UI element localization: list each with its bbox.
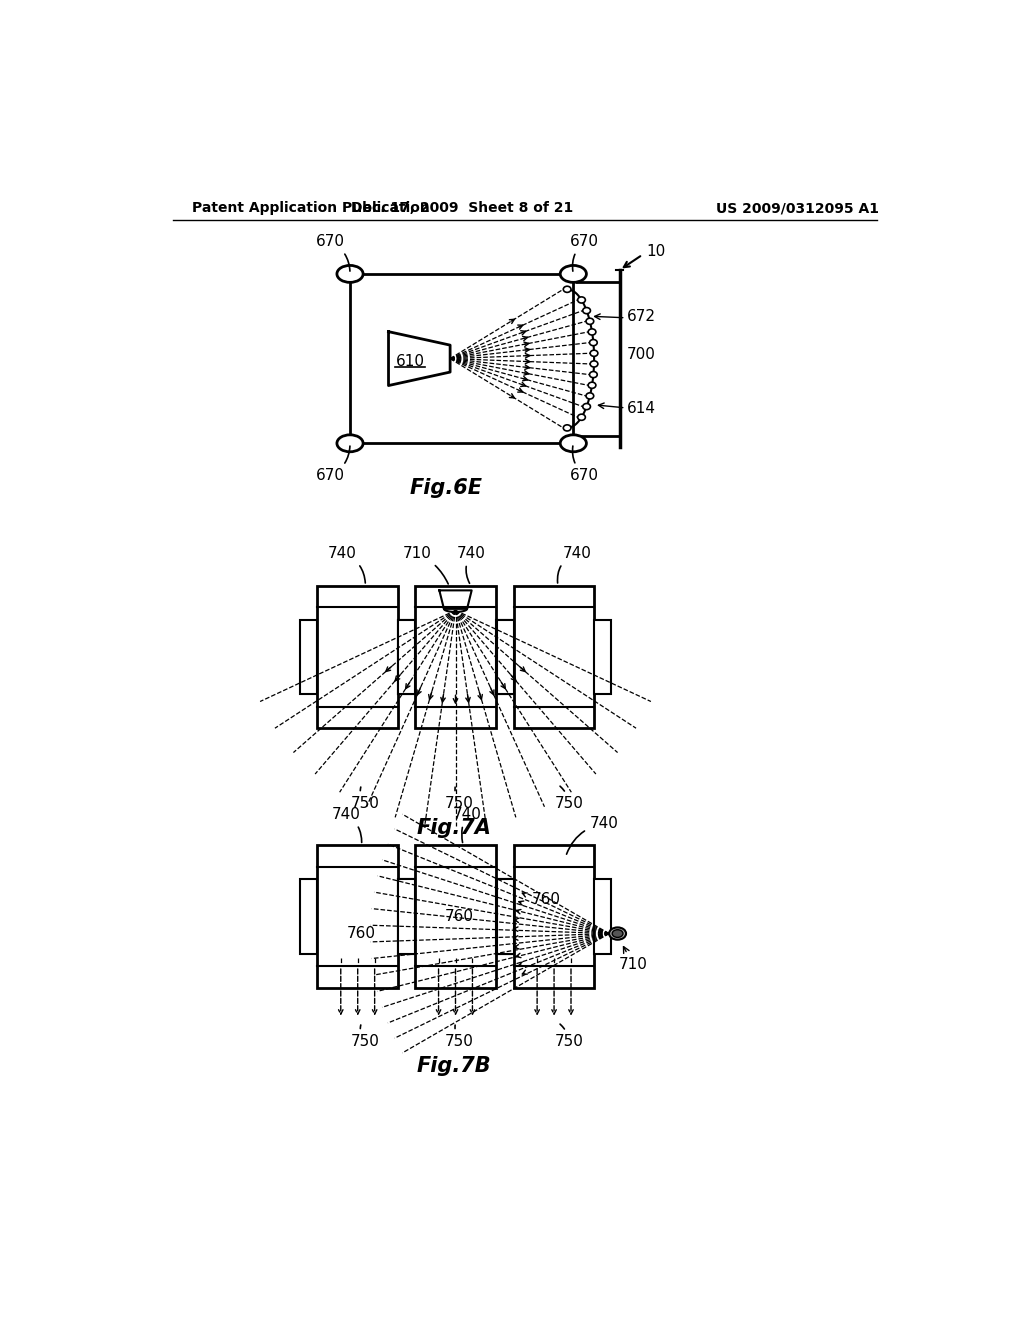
Ellipse shape — [588, 329, 596, 335]
Bar — [398, 620, 415, 694]
Text: 750: 750 — [555, 1024, 584, 1049]
Bar — [595, 620, 611, 694]
Text: 670: 670 — [316, 234, 350, 271]
Ellipse shape — [578, 297, 586, 304]
Text: 740: 740 — [328, 546, 366, 583]
Bar — [398, 620, 415, 694]
Ellipse shape — [588, 383, 596, 388]
Ellipse shape — [578, 414, 586, 420]
Bar — [317, 845, 398, 987]
Text: US 2009/0312095 A1: US 2009/0312095 A1 — [716, 202, 879, 215]
Text: 750: 750 — [444, 787, 474, 812]
Text: 614: 614 — [628, 401, 656, 416]
Bar — [398, 879, 415, 953]
Ellipse shape — [586, 393, 594, 399]
Text: Fig.7A: Fig.7A — [417, 818, 492, 838]
Text: 750: 750 — [555, 787, 584, 812]
Text: Fig.6E: Fig.6E — [410, 478, 482, 498]
Ellipse shape — [586, 318, 594, 325]
Ellipse shape — [563, 286, 571, 293]
Ellipse shape — [337, 434, 364, 451]
Ellipse shape — [560, 265, 587, 282]
Bar — [300, 620, 317, 694]
Text: 700: 700 — [628, 347, 656, 362]
Text: 750: 750 — [351, 787, 380, 812]
Text: Fig.7B: Fig.7B — [417, 1056, 492, 1076]
Ellipse shape — [609, 928, 626, 940]
Text: 740: 740 — [457, 546, 485, 583]
Ellipse shape — [563, 425, 571, 432]
Text: 740: 740 — [566, 816, 618, 854]
Text: Patent Application Publication: Patent Application Publication — [193, 202, 430, 215]
Text: 710: 710 — [402, 546, 449, 583]
Bar — [415, 586, 496, 729]
Bar — [496, 879, 513, 953]
Bar — [595, 879, 611, 953]
Text: 760: 760 — [347, 927, 376, 941]
Ellipse shape — [583, 404, 591, 409]
Bar — [300, 879, 317, 953]
Bar — [497, 879, 514, 953]
Bar — [497, 620, 514, 694]
Ellipse shape — [560, 434, 587, 451]
Bar — [496, 620, 513, 694]
Text: 760: 760 — [444, 909, 474, 924]
Text: 760: 760 — [531, 892, 561, 907]
Ellipse shape — [337, 265, 364, 282]
Text: 10: 10 — [646, 244, 666, 259]
Text: 710: 710 — [618, 946, 647, 972]
Bar — [317, 586, 398, 729]
Ellipse shape — [590, 371, 597, 378]
Text: 670: 670 — [570, 234, 599, 271]
Ellipse shape — [612, 929, 623, 937]
Ellipse shape — [583, 308, 591, 314]
Text: 740: 740 — [453, 807, 481, 842]
Bar — [514, 845, 595, 987]
Text: Dec. 17, 2009  Sheet 8 of 21: Dec. 17, 2009 Sheet 8 of 21 — [350, 202, 572, 215]
Ellipse shape — [590, 360, 598, 367]
Text: 672: 672 — [628, 309, 656, 323]
Text: 670: 670 — [316, 446, 350, 483]
Text: 670: 670 — [570, 446, 599, 483]
Ellipse shape — [590, 339, 597, 346]
Bar — [398, 879, 415, 953]
Text: 750: 750 — [444, 1026, 474, 1049]
Bar — [514, 586, 595, 729]
Bar — [350, 275, 573, 444]
Text: 740: 740 — [557, 546, 592, 583]
Ellipse shape — [590, 350, 598, 356]
Text: 610: 610 — [395, 354, 425, 370]
Bar — [415, 845, 496, 987]
Text: 740: 740 — [332, 807, 361, 842]
Text: 750: 750 — [351, 1026, 380, 1049]
